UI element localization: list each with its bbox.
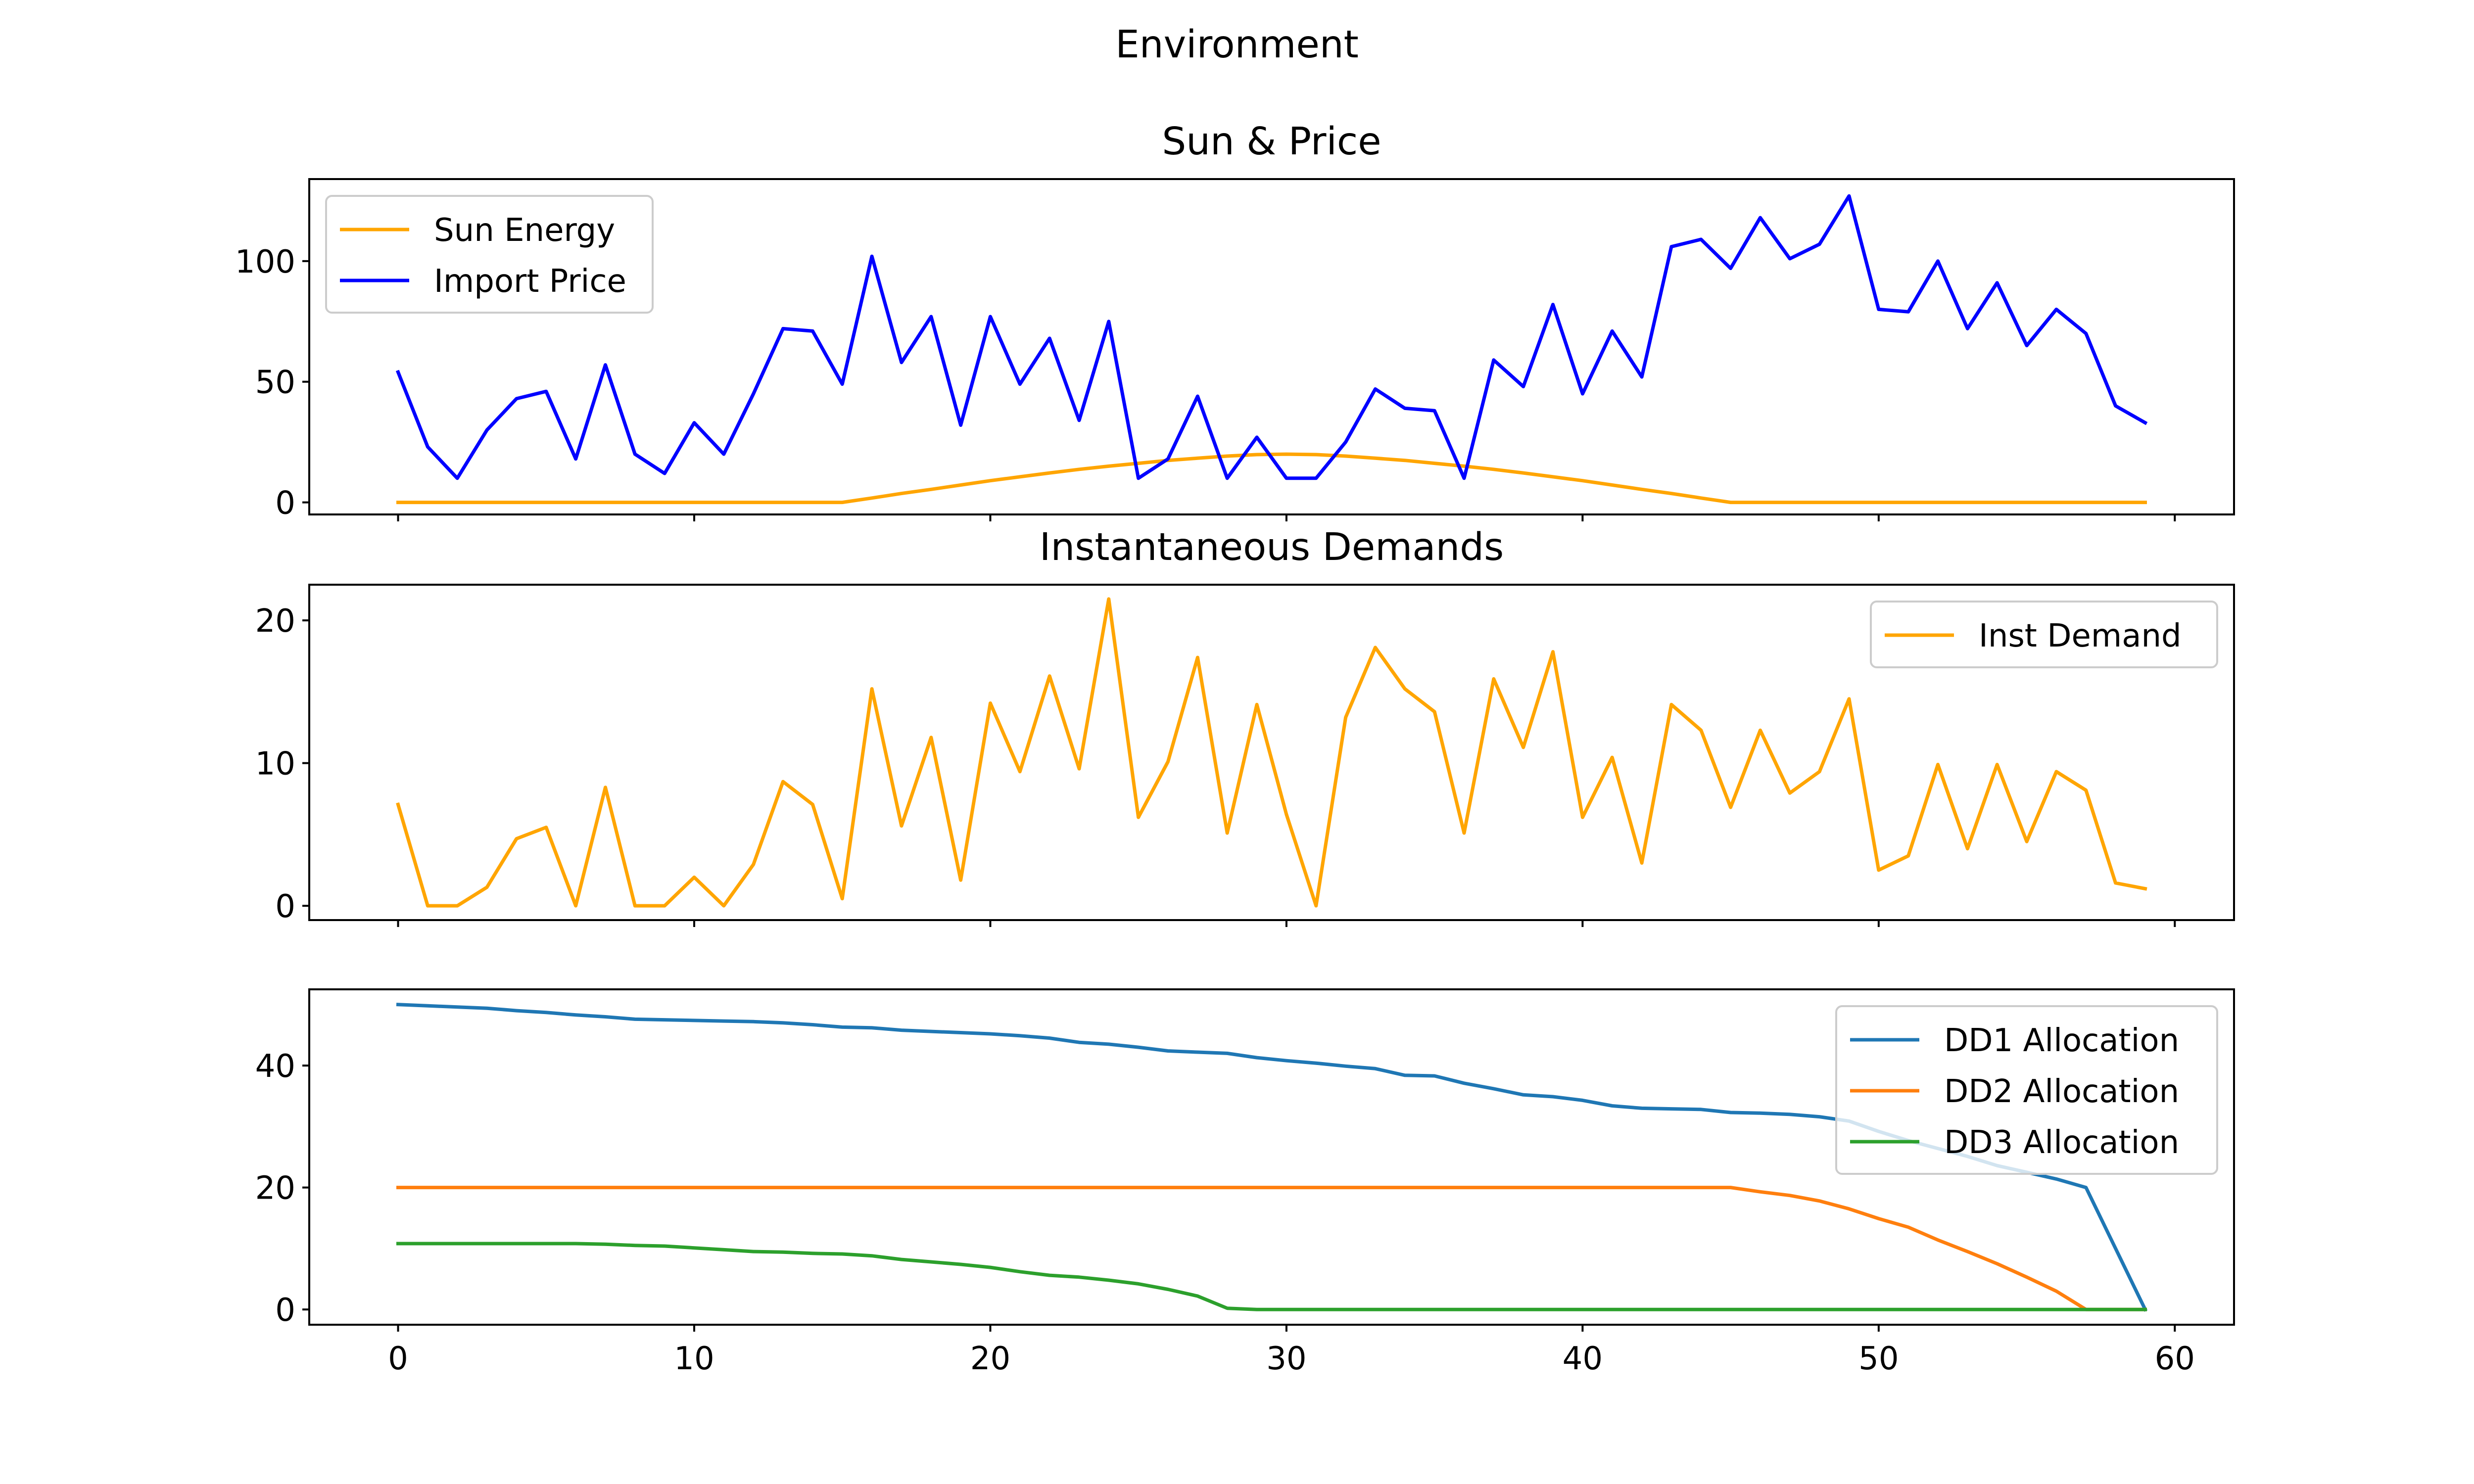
instantaneous-demands-y-tick-label: 10: [255, 746, 295, 783]
allocation-axes-frame: [308, 988, 2235, 1326]
instantaneous-demands-y-tick-label: 0: [275, 888, 295, 925]
sun-price-panel: Sun & Price 0 50 100 Sun Energy Import Price: [235, 120, 2235, 522]
allocation-x-tick-label: 40: [1563, 1341, 1603, 1377]
instantaneous-demands-legend-label-inst-demand: Inst Demand: [1979, 618, 2182, 654]
sun-price-sun-energy-line: [396, 452, 2147, 505]
sun-price-legend-label-sun-energy: Sun Energy: [434, 212, 615, 249]
allocation-y-tick-label: 40: [255, 1048, 295, 1085]
sun-price-legend: Sun Energy Import Price: [325, 195, 654, 314]
allocation-legend-box: [1835, 1005, 2218, 1175]
allocation-dd3-allocation-line: [396, 1242, 2147, 1311]
allocation-x-tick-label: 0: [388, 1341, 408, 1377]
sun-price-legend-box: [325, 195, 654, 314]
allocation-x-tick-label: 30: [1266, 1341, 1306, 1377]
instantaneous-demands-axes-frame: [308, 584, 2235, 921]
allocation-x-tick-label: 20: [970, 1341, 1010, 1377]
allocation-dd2-allocation-line: [396, 1186, 2147, 1311]
allocation-panel: 0 10 20 30 40 50 60 0 20 40 DD1 Allocation DD2 Allo…: [255, 988, 2235, 1377]
allocation-x-tick-label: 60: [2155, 1341, 2195, 1377]
sun-price-import-price-line: [395, 194, 2148, 480]
sun-price-y-tick-label: 0: [275, 485, 295, 522]
sun-price-y-tick-label: 100: [235, 244, 295, 280]
instantaneous-demands-legend: Inst Demand: [1870, 601, 2218, 668]
allocation-legend-label-dd1-allocation: DD1 Allocation: [1944, 1022, 2179, 1059]
instantaneous-demands-legend-box: [1870, 601, 2218, 668]
allocation-legend-label-dd3-allocation: DD3 Allocation: [1944, 1124, 2179, 1161]
allocation-x-tick-label: 10: [674, 1341, 714, 1377]
allocation-legend: DD1 Allocation DD2 Allocation DD3 Allocati…: [1835, 1005, 2218, 1175]
figure-suptitle: Environment: [1115, 23, 1359, 67]
instantaneous-demands-title: Instantaneous Demands: [1040, 525, 1504, 569]
allocation-y-tick-label: 20: [255, 1170, 295, 1207]
sun-price-title: Sun & Price: [1162, 120, 1381, 164]
allocation-x-tick-label: 50: [1858, 1341, 1899, 1377]
allocation-y-tick-label: 0: [275, 1292, 295, 1329]
instantaneous-demands-y-tick-label: 20: [255, 603, 295, 640]
sun-price-y-tick-label: 50: [255, 365, 295, 401]
sun-price-legend-label-import-price: Import Price: [434, 263, 626, 300]
allocation-legend-label-dd2-allocation: DD2 Allocation: [1944, 1073, 2179, 1110]
instantaneous-demands-inst-demand-line: [396, 597, 2147, 908]
instantaneous-demands-panel: Instantaneous Demands 0 10 20 Inst Demand: [255, 525, 2235, 927]
sun-price-axes-frame: [308, 178, 2235, 515]
